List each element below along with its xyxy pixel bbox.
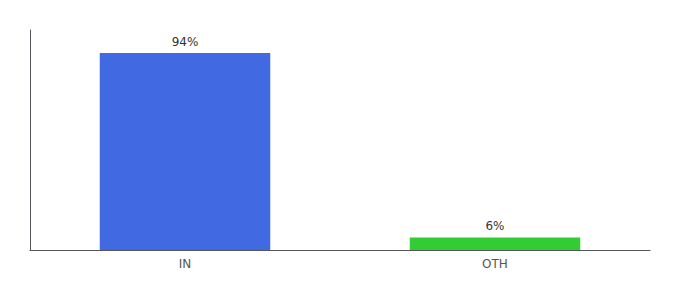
svg-text:6%: 6% — [485, 219, 504, 233]
svg-text:OTH: OTH — [482, 257, 508, 271]
svg-text:IN: IN — [179, 257, 192, 271]
svg-text:94%: 94% — [172, 35, 199, 49]
